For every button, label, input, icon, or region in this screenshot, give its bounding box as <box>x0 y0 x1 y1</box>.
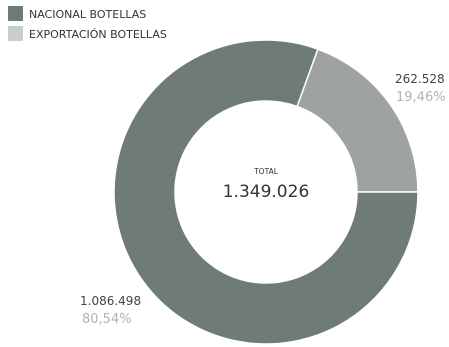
legend-label-exportacion: EXPORTACIÓN BOTELLAS <box>29 28 167 41</box>
legend-swatch-nacional <box>8 6 23 21</box>
legend-item-nacional[interactable]: NACIONAL BOTELLAS <box>8 6 146 21</box>
legend-label-nacional: NACIONAL BOTELLAS <box>29 8 146 21</box>
legend: NACIONAL BOTELLAS EXPORTACIÓN BOTELLAS <box>8 6 167 41</box>
legend-item-exportacion[interactable]: EXPORTACIÓN BOTELLAS <box>8 26 167 41</box>
slice-percent-label-nacional: 80,54% <box>82 312 132 327</box>
legend-swatch-exportacion <box>8 26 23 41</box>
slice-value-label-exportacion: 262.528 <box>395 72 445 86</box>
slice-percent-label-exportacion: 19,46% <box>396 90 446 105</box>
donut-slice-nacional[interactable] <box>113 39 419 345</box>
center-total-label: TOTAL <box>253 167 279 176</box>
slice-value-label-nacional: 1.086.498 <box>80 294 141 308</box>
center-total-value: 1.349.026 <box>223 182 310 202</box>
donut-slices <box>113 39 419 345</box>
donut-slice-exportacion[interactable] <box>296 48 419 193</box>
